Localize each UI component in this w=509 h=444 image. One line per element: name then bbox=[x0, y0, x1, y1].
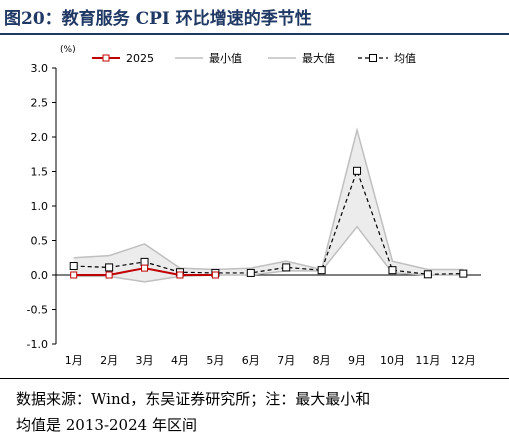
legend-label-max: 最大值 bbox=[302, 51, 335, 65]
avg-point bbox=[317, 266, 326, 275]
y-axis-unit: (%) bbox=[60, 45, 76, 55]
series-2025-point bbox=[211, 271, 219, 279]
x-tick-label: 2月 bbox=[100, 354, 118, 367]
avg-point bbox=[353, 166, 362, 175]
y-tick-label: 1.5 bbox=[31, 166, 49, 179]
avg-point bbox=[140, 257, 149, 266]
series-2025-point bbox=[105, 271, 113, 279]
x-tick-label: 11月 bbox=[415, 354, 440, 367]
source-note: 数据来源：Wind，东吴证券研究所；注：最大最小和 均值是 2013-2024 … bbox=[16, 386, 496, 438]
y-tick-label: -0.5 bbox=[27, 304, 48, 317]
avg-point bbox=[69, 262, 78, 271]
series-layer bbox=[69, 127, 468, 283]
y-tick-label: 2.0 bbox=[31, 131, 49, 144]
x-tick-label: 6月 bbox=[242, 354, 260, 367]
series-line-avg bbox=[73, 169, 464, 275]
legend-label-2025: 2025 bbox=[126, 52, 154, 65]
avg-point bbox=[246, 268, 255, 277]
x-tick-label: 7月 bbox=[277, 354, 295, 367]
y-tick-label: 1.0 bbox=[31, 200, 49, 213]
min-max-fill bbox=[73, 130, 464, 282]
legend-label-min: 最小值 bbox=[209, 52, 242, 65]
axes: (%) 3.0 2.5 2.0 1.5 1.0 0.5 0.0 -0.5 -1.0 1月 2月 3月 4月… bbox=[27, 45, 481, 367]
bottom-rule bbox=[0, 378, 509, 379]
series-line-max bbox=[73, 127, 464, 271]
figure-title: 图20：教育服务 CPI 环比增速的季节性 bbox=[4, 9, 312, 29]
series-line-min bbox=[73, 225, 464, 283]
source-note-line-2: 均值是 2013-2024 年区间 bbox=[16, 416, 197, 434]
avg-point bbox=[459, 269, 468, 278]
series-2025-point bbox=[70, 271, 78, 279]
x-tick-label: 9月 bbox=[348, 354, 366, 367]
avg-point bbox=[423, 270, 432, 279]
y-tick-label: 0.0 bbox=[31, 269, 49, 282]
y-tick-label: 0.5 bbox=[31, 235, 49, 248]
title-rule bbox=[0, 33, 509, 35]
x-tick-label: 1月 bbox=[65, 354, 83, 367]
y-tick-label: 3.0 bbox=[31, 62, 49, 75]
source-note-line-1: 数据来源：Wind，东吴证券研究所；注：最大最小和 bbox=[16, 390, 371, 408]
avg-point bbox=[282, 263, 291, 272]
x-tick-label: 10月 bbox=[380, 354, 405, 367]
series-2025-point bbox=[176, 271, 184, 279]
avg-point bbox=[105, 263, 114, 272]
chart: (%) 3.0 2.5 2.0 1.5 1.0 0.5 0.0 -0.5 -1.0 1月 2月 3月 4月… bbox=[27, 45, 481, 367]
x-tick-label: 8月 bbox=[313, 354, 331, 367]
min-max-band bbox=[73, 130, 464, 282]
series-2025-point bbox=[141, 264, 149, 272]
x-tick-label: 4月 bbox=[171, 354, 189, 367]
x-tick-label: 12月 bbox=[451, 354, 476, 367]
legend-marker-2025 bbox=[102, 54, 110, 62]
legend-label-avg: 均值 bbox=[394, 52, 416, 65]
legend-marker-avg bbox=[369, 54, 377, 62]
x-tick-label: 3月 bbox=[136, 354, 154, 367]
avg-point bbox=[388, 266, 397, 275]
legend: 2025 最小值 最大值 均值 bbox=[92, 51, 416, 65]
y-tick-label: 2.5 bbox=[31, 97, 49, 110]
x-tick-label: 5月 bbox=[206, 354, 224, 367]
y-tick-label: -1.0 bbox=[27, 338, 48, 351]
